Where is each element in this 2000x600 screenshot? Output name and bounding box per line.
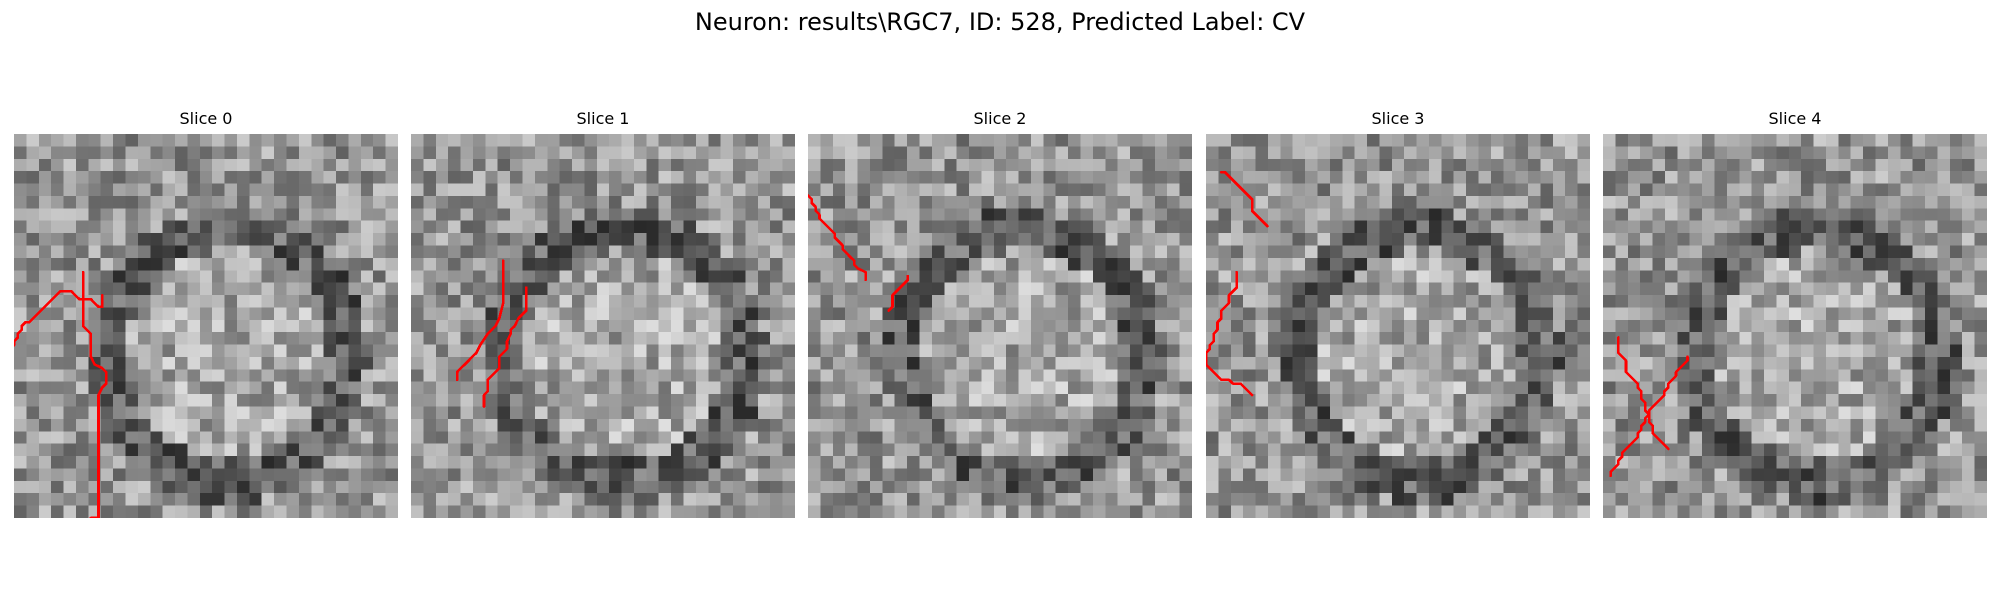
- slice-panel-4: Slice 4: [1603, 108, 1987, 544]
- slice-panel-0: Slice 0: [14, 108, 398, 544]
- contour-line-0: [455, 259, 505, 382]
- slice-image: [808, 134, 1192, 518]
- grayscale-texture: [1206, 134, 1590, 518]
- contour-line-1: [482, 286, 528, 408]
- slice-title: Slice 4: [1768, 109, 1822, 128]
- grayscale-texture: [411, 134, 795, 518]
- segmentation-contour: [14, 270, 108, 518]
- slice-image: [14, 134, 398, 518]
- segmentation-contour: [1609, 336, 1689, 478]
- contour-line-0: [14, 290, 104, 347]
- contour-line-0: [1617, 336, 1670, 451]
- slice-image: [411, 134, 795, 518]
- contour-line-1: [1220, 171, 1269, 228]
- contour-line-1: [887, 274, 910, 312]
- slice-title: Slice 0: [179, 109, 233, 128]
- figure-title: Neuron: results\RGC7, ID: 528, Predicted…: [694, 8, 1306, 36]
- slice-image: [1206, 134, 1590, 518]
- contour-line-1: [1609, 355, 1689, 478]
- slice-panel-3: Slice 3: [1206, 108, 1590, 544]
- slice-title: Slice 2: [973, 109, 1027, 128]
- contour-line-0: [808, 194, 867, 282]
- slice-image: [1603, 134, 1987, 518]
- segmentation-contour: [455, 259, 528, 408]
- slice-panel-1: Slice 1: [411, 108, 795, 544]
- slice-title: Slice 1: [576, 109, 630, 128]
- segmentation-contour: [808, 194, 910, 312]
- contour-line-1: [81, 270, 108, 518]
- segmentation-contour: [1206, 171, 1269, 397]
- grayscale-texture: [1603, 134, 1987, 518]
- contour-line-0: [1206, 270, 1254, 397]
- grayscale-texture: [14, 134, 398, 518]
- grayscale-texture: [808, 134, 1192, 518]
- slice-title: Slice 3: [1371, 109, 1425, 128]
- slice-panel-2: Slice 2: [808, 108, 1192, 544]
